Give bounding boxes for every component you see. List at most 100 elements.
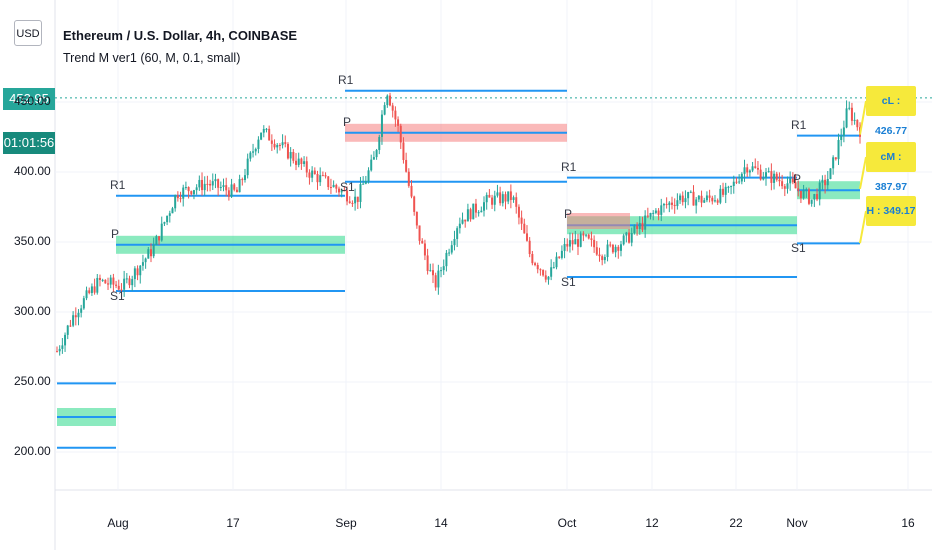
candle bbox=[458, 217, 461, 234]
candle bbox=[386, 94, 389, 108]
candle bbox=[437, 264, 440, 295]
candle bbox=[292, 149, 295, 164]
candle bbox=[496, 184, 499, 198]
candle bbox=[611, 243, 614, 254]
candle bbox=[697, 194, 700, 203]
candle bbox=[542, 269, 545, 277]
candle bbox=[415, 211, 418, 229]
candle bbox=[660, 198, 663, 222]
candle bbox=[517, 204, 520, 225]
candle bbox=[595, 241, 598, 256]
candle bbox=[375, 148, 378, 160]
candle bbox=[464, 219, 467, 228]
candle bbox=[343, 186, 346, 192]
candle bbox=[69, 319, 72, 327]
candle bbox=[311, 166, 314, 183]
x-tick-label: 17 bbox=[226, 516, 240, 530]
candle bbox=[273, 139, 276, 150]
candle bbox=[308, 169, 311, 185]
candle bbox=[722, 182, 725, 198]
candle bbox=[442, 259, 445, 275]
candle bbox=[786, 176, 789, 194]
candle bbox=[364, 175, 367, 185]
candle bbox=[724, 182, 727, 204]
candle bbox=[805, 187, 808, 198]
candle bbox=[327, 175, 330, 190]
candle bbox=[337, 186, 340, 197]
candle bbox=[198, 175, 201, 191]
level-label: R1 bbox=[110, 177, 126, 192]
candle bbox=[300, 157, 303, 170]
indicator-label[interactable]: Trend M ver1 (60, M, 0.1, small) bbox=[63, 51, 241, 65]
level-label: S1 bbox=[110, 289, 125, 303]
candle bbox=[203, 176, 206, 196]
candle bbox=[748, 169, 751, 177]
y-tick-label: 200.00 bbox=[14, 444, 51, 458]
candle bbox=[397, 116, 400, 133]
candle bbox=[90, 283, 93, 296]
candle bbox=[684, 190, 687, 209]
candle bbox=[477, 210, 480, 217]
candle bbox=[144, 257, 147, 269]
y-tick-label: 350.00 bbox=[14, 234, 51, 248]
x-tick-label: Oct bbox=[557, 516, 577, 530]
candle bbox=[818, 179, 821, 206]
candle bbox=[765, 168, 768, 186]
candle bbox=[636, 222, 639, 236]
candle bbox=[128, 275, 131, 289]
candle bbox=[512, 195, 515, 203]
candle bbox=[762, 171, 765, 181]
candle bbox=[791, 172, 794, 185]
candle bbox=[136, 265, 139, 281]
candle bbox=[254, 147, 257, 156]
candle bbox=[781, 174, 784, 190]
candle bbox=[850, 102, 853, 126]
candle bbox=[504, 191, 507, 210]
level-label: R1 bbox=[791, 117, 807, 132]
candle bbox=[853, 112, 856, 125]
candle bbox=[289, 147, 292, 167]
info-box-connector bbox=[859, 100, 867, 135]
candle bbox=[359, 176, 362, 209]
candle bbox=[824, 174, 827, 194]
currency-button[interactable]: USD bbox=[14, 20, 42, 46]
candle bbox=[488, 189, 491, 198]
candle bbox=[539, 268, 542, 276]
candle bbox=[303, 156, 306, 167]
candle bbox=[72, 311, 75, 328]
candle bbox=[585, 233, 588, 238]
candle bbox=[807, 187, 810, 206]
candle bbox=[633, 224, 636, 235]
candle bbox=[708, 189, 711, 203]
candle bbox=[848, 101, 851, 111]
candle bbox=[158, 236, 161, 245]
candle bbox=[579, 231, 582, 248]
candle bbox=[593, 235, 596, 253]
candle bbox=[665, 197, 668, 209]
candle bbox=[472, 203, 475, 220]
candle bbox=[260, 132, 263, 141]
level-label: S1 bbox=[340, 179, 355, 194]
candle bbox=[652, 210, 655, 221]
candle bbox=[405, 152, 408, 173]
candle bbox=[209, 179, 212, 192]
candle bbox=[101, 278, 104, 282]
candle bbox=[638, 216, 641, 235]
candle bbox=[131, 275, 134, 291]
candle bbox=[743, 159, 746, 182]
candle bbox=[88, 287, 91, 295]
symbol-title: Ethereum / U.S. Dollar, 4h, COINBASE bbox=[63, 28, 298, 43]
candle bbox=[566, 238, 569, 252]
candle bbox=[550, 259, 553, 281]
candle bbox=[410, 180, 413, 199]
candle bbox=[810, 199, 813, 207]
x-tick-label: Aug bbox=[107, 516, 129, 530]
candle bbox=[219, 181, 222, 192]
x-tick-label: Sep bbox=[335, 516, 357, 530]
candle bbox=[265, 127, 268, 133]
candle bbox=[222, 178, 225, 192]
y-tick-label: 300.00 bbox=[14, 304, 51, 318]
level-label: S1 bbox=[791, 241, 806, 256]
candle bbox=[74, 307, 77, 326]
